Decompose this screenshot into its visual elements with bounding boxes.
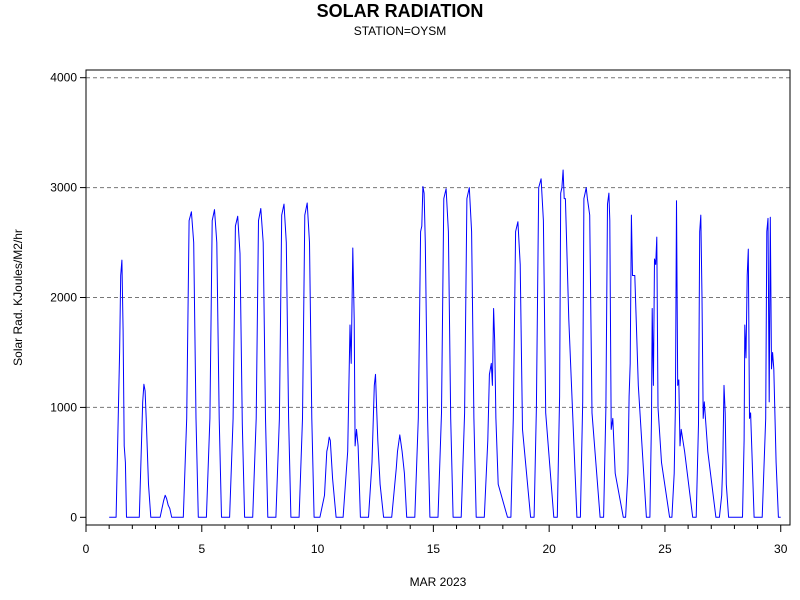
chart-title: SOLAR RADIATION: [316, 1, 484, 21]
x-tick-label: 20: [542, 542, 556, 556]
x-tick-label: 5: [198, 542, 205, 556]
y-tick-label: 0: [70, 510, 77, 524]
y-axis-label: Solar Rad. KJoules/M2/hr: [11, 229, 25, 366]
y-tick-label: 2000: [50, 291, 77, 305]
x-axis-label: MAR 2023: [410, 575, 467, 589]
y-tick-label: 4000: [50, 71, 77, 85]
x-tick-label: 15: [427, 542, 441, 556]
axis-ticks: 0 1000 2000 3000 4000 0 5 10 15 20 25 30: [50, 71, 787, 556]
plot-frame: [85, 69, 791, 526]
series-line-1: [109, 169, 781, 518]
x-tick-label: 0: [83, 542, 90, 556]
y-tick-label: 3000: [50, 181, 77, 195]
x-tick-label: 30: [774, 542, 788, 556]
x-tick-label: 10: [311, 542, 325, 556]
series-layer: [109, 169, 781, 518]
chart-subtitle: STATION=OYSM: [353, 24, 447, 38]
gridlines: [86, 77, 790, 408]
y-tick-label: 1000: [50, 400, 77, 414]
x-tick-label: 25: [658, 542, 672, 556]
